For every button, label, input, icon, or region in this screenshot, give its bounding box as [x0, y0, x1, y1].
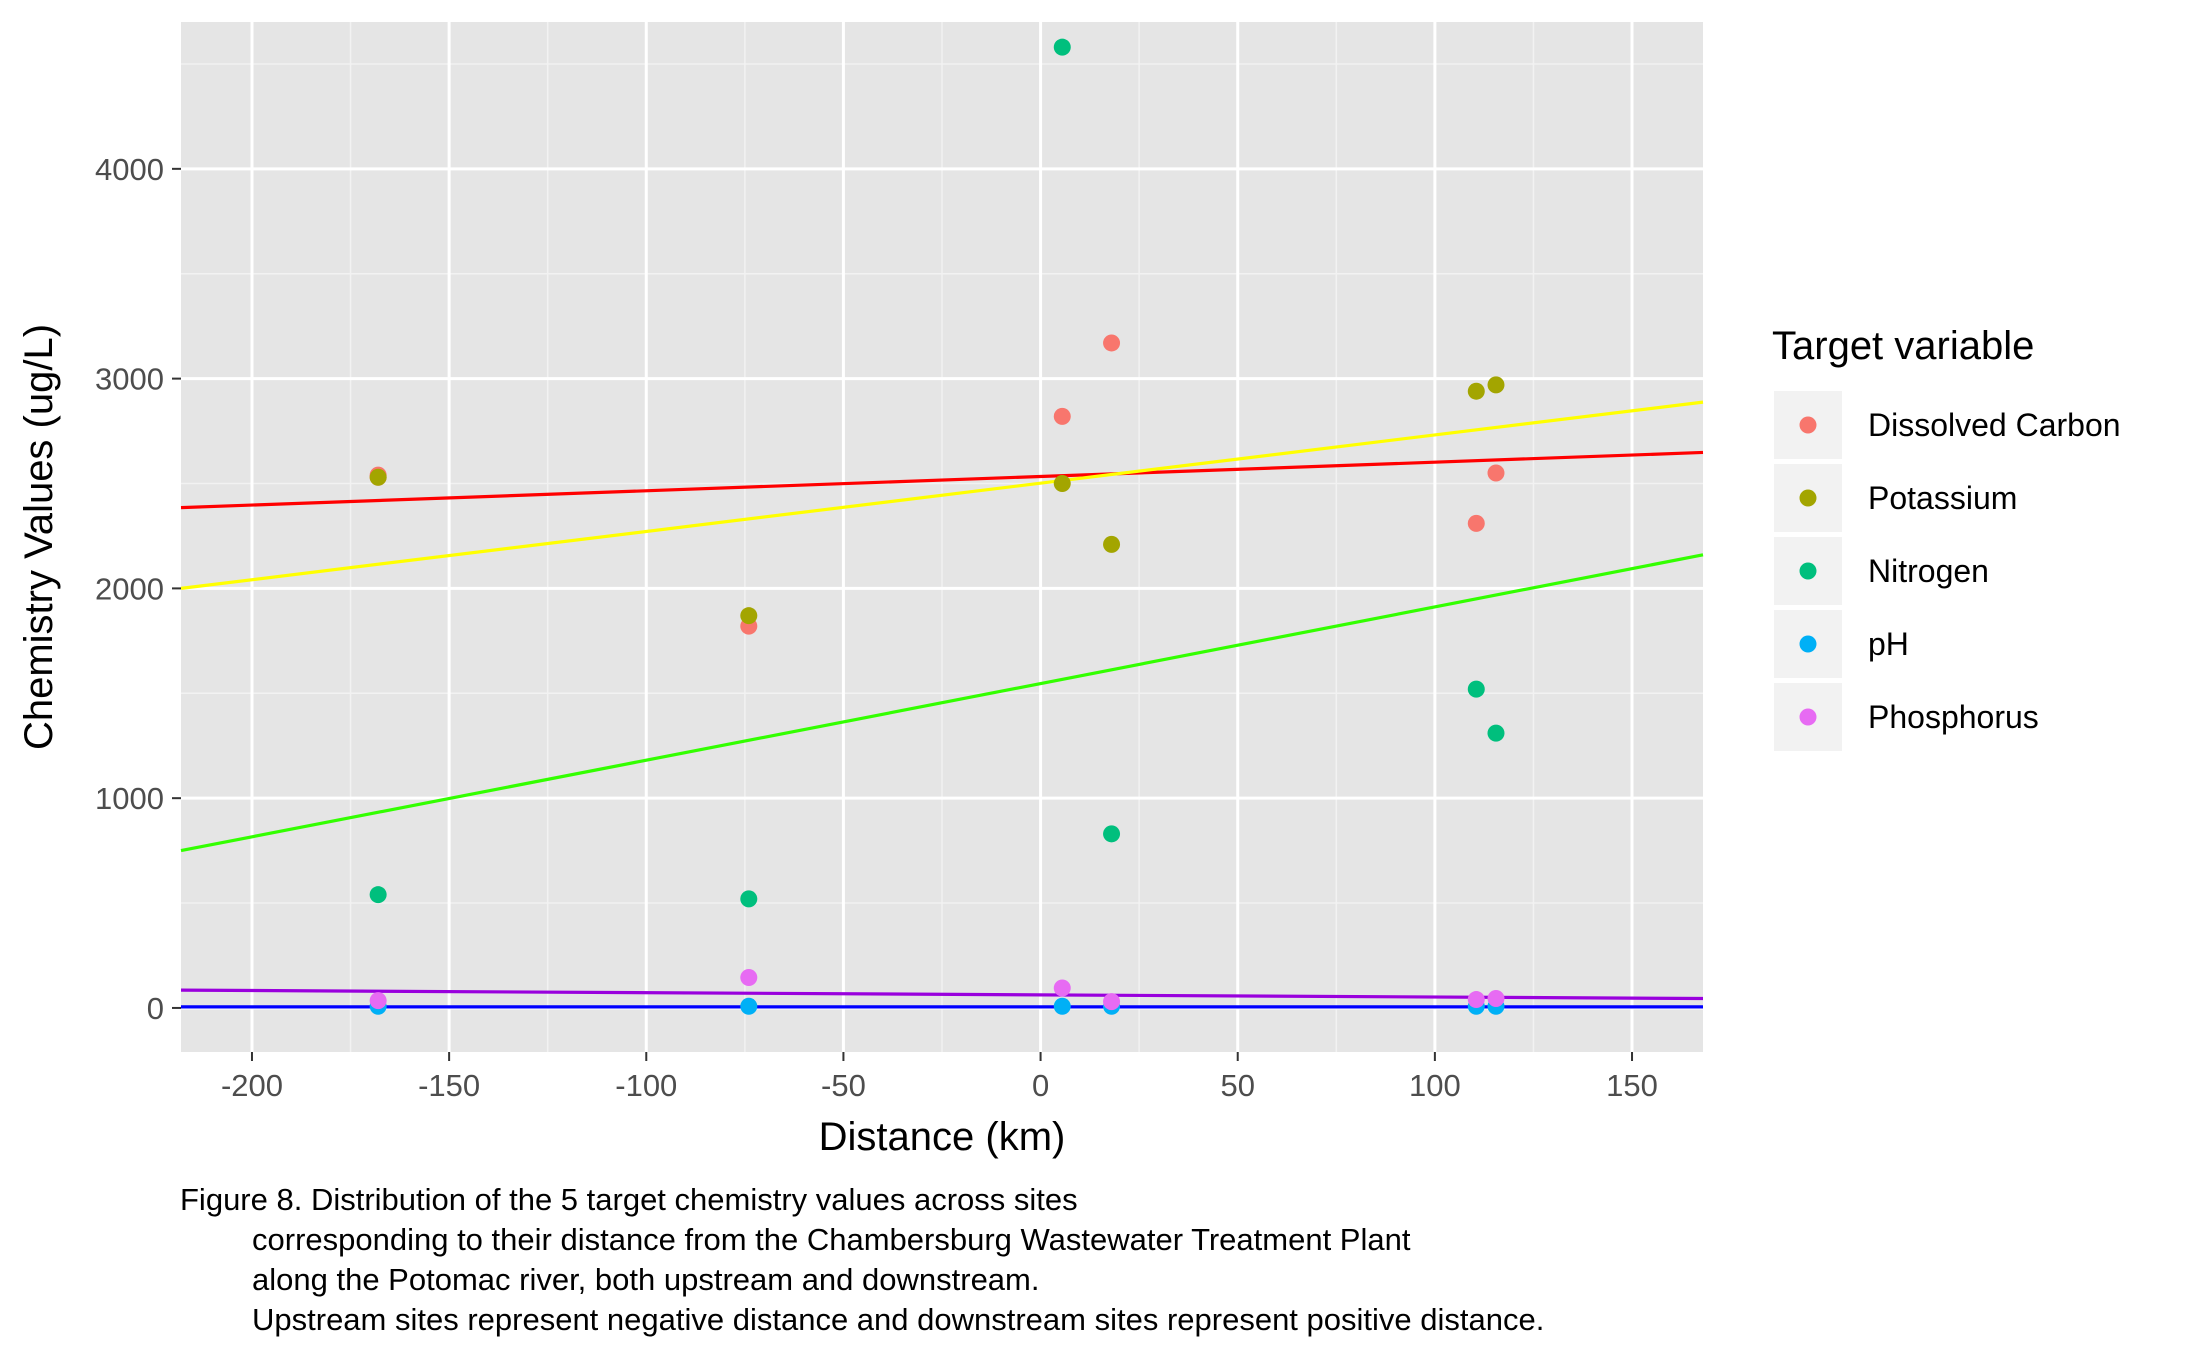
data-point: [1103, 535, 1121, 553]
data-point: [1053, 979, 1071, 997]
y-tick-label: 1000: [95, 781, 164, 816]
x-tick-label: 100: [1409, 1068, 1461, 1103]
trend-line: [180, 553, 1704, 853]
legend-label: pH: [1868, 626, 1909, 662]
caption-line: Figure 8. Distribution of the 5 target c…: [180, 1182, 1078, 1217]
data-point: [1487, 724, 1505, 742]
data-point: [1467, 514, 1485, 532]
data-point: [1053, 38, 1071, 56]
y-axis: 0 1000 2000 3000 4000: [95, 152, 181, 1026]
data-point: [1487, 376, 1505, 394]
data-point: [1467, 382, 1485, 400]
data-point: [1053, 475, 1071, 493]
legend-label: Potassium: [1868, 480, 2017, 516]
data-point: [1487, 990, 1505, 1008]
x-axis: -200 -150 -100 -50 0 50 100 150: [221, 1052, 1658, 1103]
x-tick-label: -100: [615, 1068, 677, 1103]
legend: Target variable Dissolved Carbon Potassiu…: [1772, 324, 2121, 751]
x-tick-label: -150: [418, 1068, 480, 1103]
data-point: [740, 997, 758, 1015]
legend-label: Phosphorus: [1868, 699, 2039, 735]
legend-key-point: [1799, 416, 1817, 434]
data-point: [1487, 464, 1505, 482]
x-tick-label: -200: [221, 1068, 283, 1103]
data-point: [1053, 997, 1071, 1015]
trend-line: [180, 450, 1704, 510]
caption-line: along the Potomac river, both upstream a…: [252, 1262, 1040, 1297]
grid-minor: [181, 22, 1703, 1052]
x-tick-label: 0: [1032, 1068, 1049, 1103]
legend-key-point: [1799, 635, 1817, 653]
figure-caption: Figure 8. Distribution of the 5 target c…: [180, 1180, 2140, 1340]
legend-key-point: [1799, 489, 1817, 507]
caption-line: corresponding to their distance from the…: [252, 1222, 1411, 1257]
y-axis-title: Chemistry Values (ug/L): [17, 324, 61, 750]
legend-key-point: [1799, 708, 1817, 726]
data-point: [1103, 334, 1121, 352]
x-tick-label: 50: [1220, 1068, 1254, 1103]
data-point: [740, 607, 758, 625]
data-points: [369, 38, 1505, 1015]
trend-line: [180, 400, 1704, 590]
data-point: [1467, 991, 1485, 1009]
y-tick-label: 3000: [95, 362, 164, 397]
data-point: [369, 886, 387, 904]
trend-line: [180, 988, 1704, 1001]
data-point: [1467, 680, 1485, 698]
y-tick-label: 2000: [95, 571, 164, 606]
x-tick-label: -50: [821, 1068, 866, 1103]
legend-key-point: [1799, 562, 1817, 580]
x-tick-label: 150: [1606, 1068, 1658, 1103]
legend-label: Dissolved Carbon: [1868, 407, 2121, 443]
legend-label: Nitrogen: [1868, 553, 1989, 589]
data-point: [369, 992, 387, 1010]
caption-line: Upstream sites represent negative distan…: [252, 1302, 1545, 1337]
y-tick-label: 4000: [95, 152, 164, 187]
legend-title: Target variable: [1772, 324, 2034, 368]
data-point: [369, 468, 387, 486]
data-point: [1103, 993, 1121, 1011]
x-axis-title: Distance (km): [819, 1115, 1066, 1159]
y-tick-label: 0: [147, 991, 164, 1026]
data-point: [740, 890, 758, 908]
data-point: [1053, 407, 1071, 425]
data-point: [1103, 825, 1121, 843]
trend-lines: [180, 400, 1704, 1009]
data-point: [740, 969, 758, 987]
